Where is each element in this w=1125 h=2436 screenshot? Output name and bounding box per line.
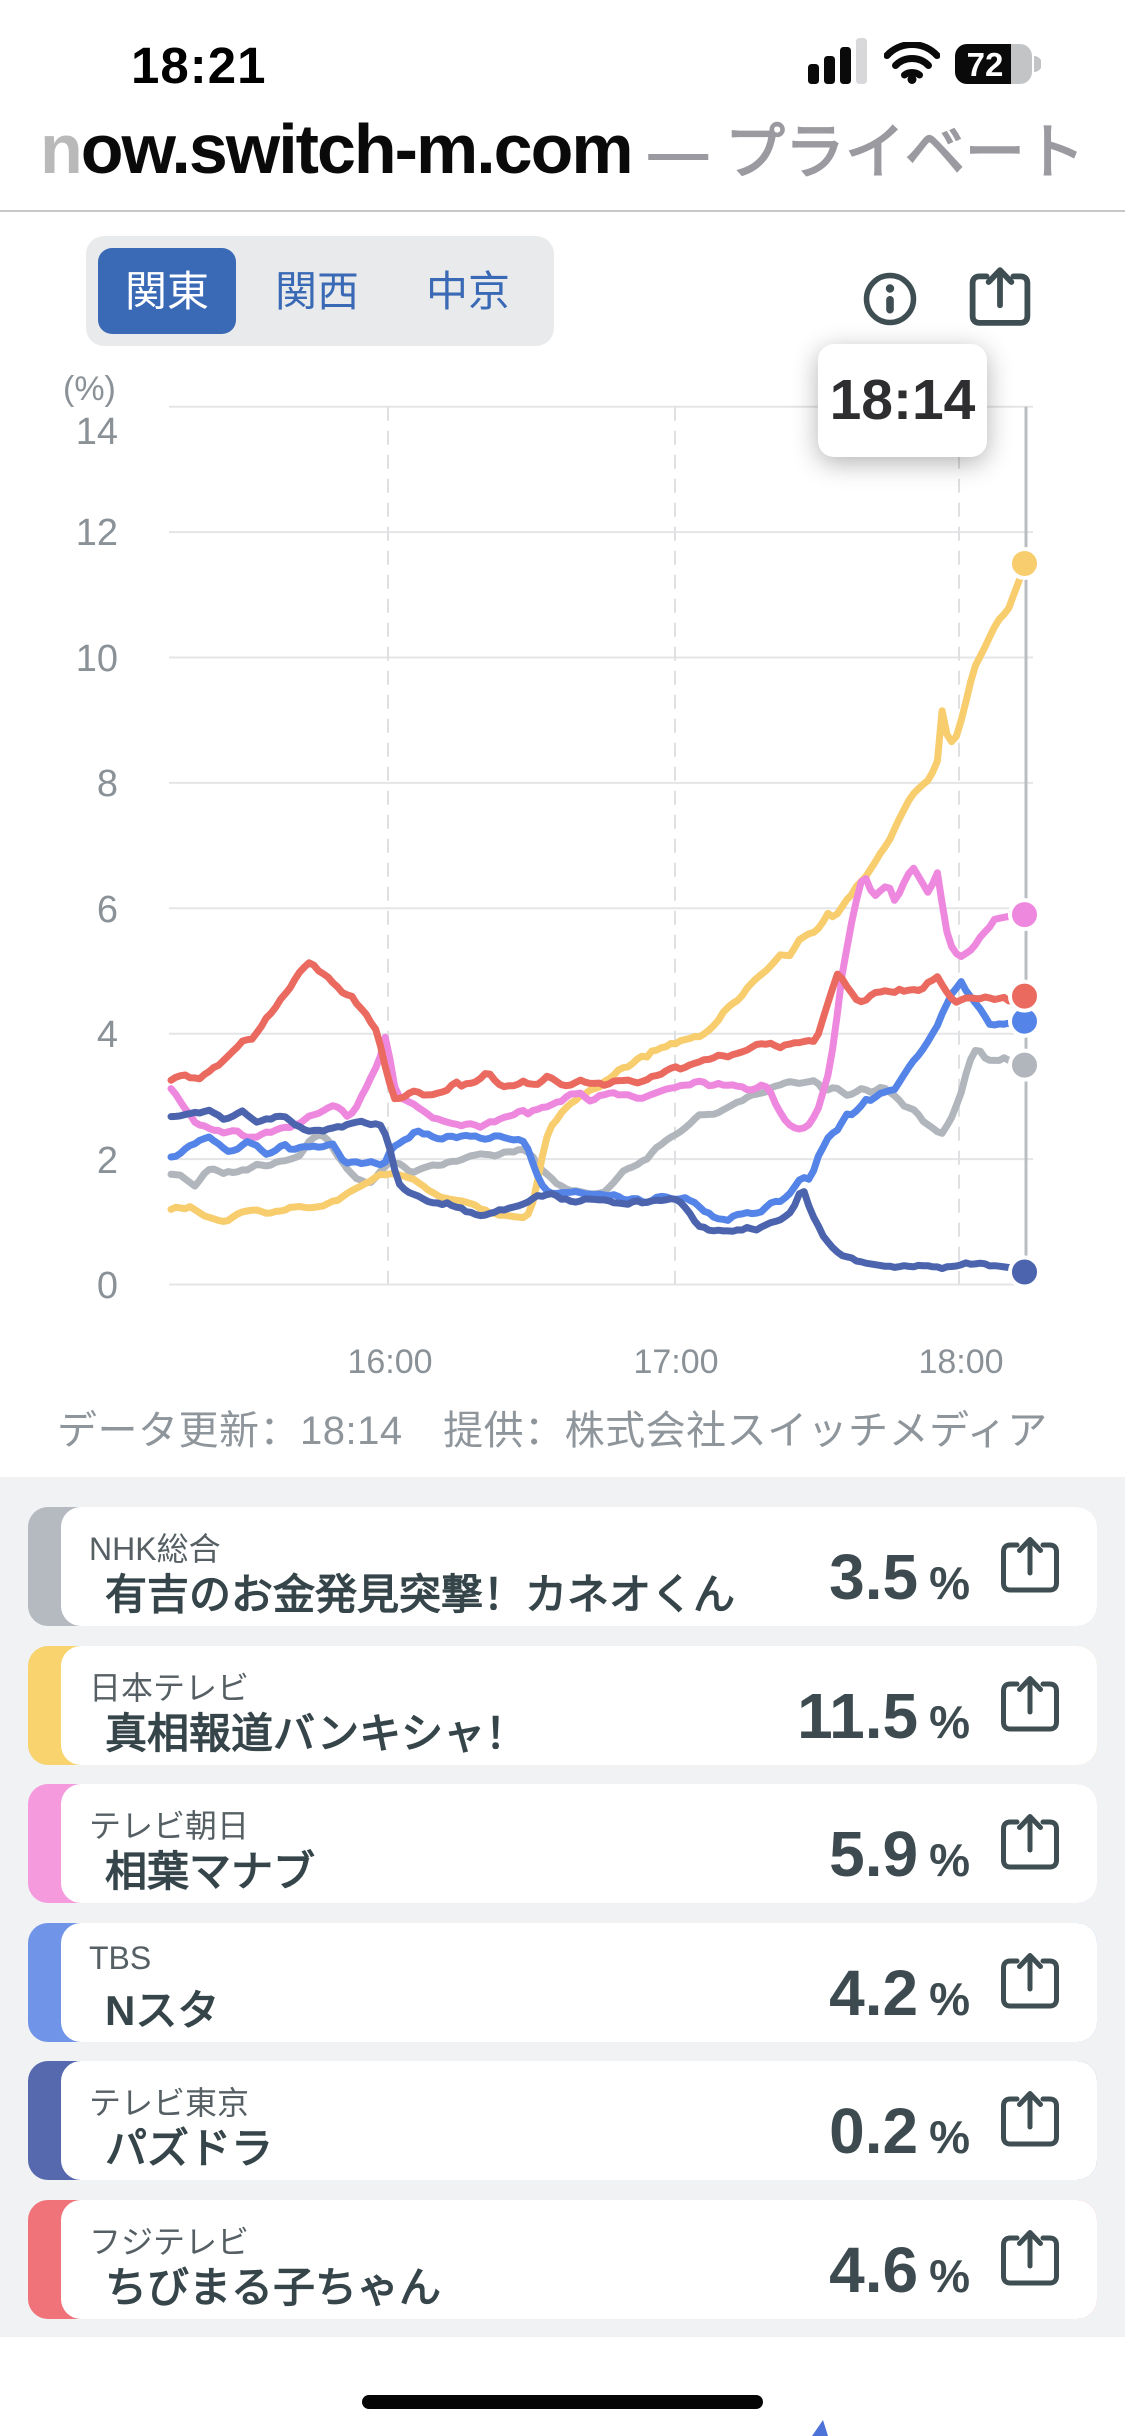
svg-text:16:00: 16:00 — [347, 1343, 432, 1380]
svg-text:4: 4 — [97, 1014, 118, 1056]
svg-text:17:00: 17:00 — [633, 1343, 718, 1380]
svg-text:8: 8 — [97, 763, 118, 805]
svg-text:18:00: 18:00 — [918, 1343, 1003, 1380]
svg-text:12: 12 — [76, 512, 118, 554]
svg-text:(%): (%) — [63, 370, 116, 408]
svg-text:6: 6 — [97, 889, 118, 931]
svg-text:0: 0 — [97, 1265, 118, 1307]
svg-text:14: 14 — [76, 411, 118, 453]
svg-text:10: 10 — [76, 638, 118, 680]
svg-text:2: 2 — [97, 1140, 118, 1182]
